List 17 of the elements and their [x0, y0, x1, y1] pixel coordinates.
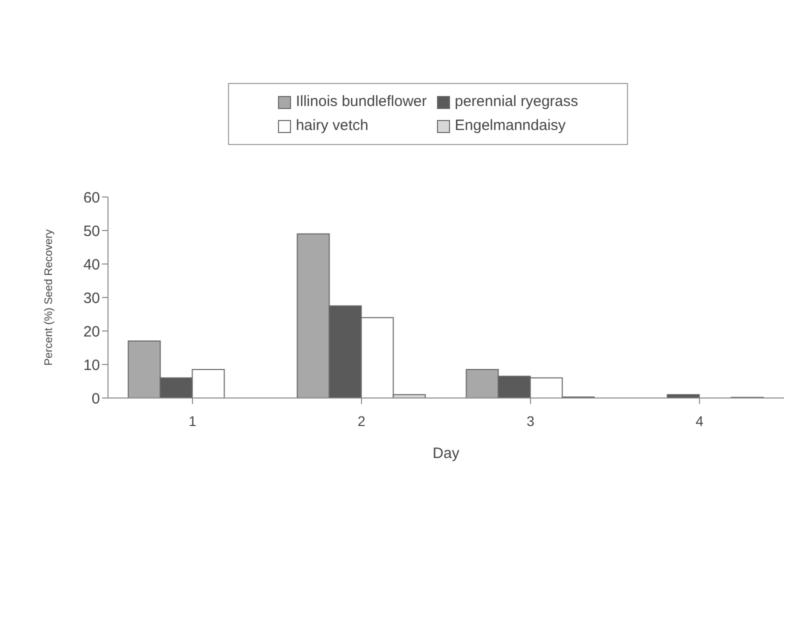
y-tick-label: 50 [83, 222, 100, 240]
x-tick-label: 1 [188, 412, 197, 429]
y-tick-label: 30 [83, 290, 100, 307]
legend-label: Engelmanndaisy [454, 116, 566, 136]
x-tick-label: 3 [526, 412, 535, 429]
y-axis-title: Percent (%) Seed Recovery [42, 228, 55, 366]
x-axis-title: Day [432, 445, 460, 462]
y-tick-label: 10 [83, 356, 100, 374]
legend-label: perennial ryegrass [454, 92, 578, 112]
legend-label: Illinois bundleflower [296, 92, 427, 112]
x-tick-label: 2 [358, 412, 366, 429]
y-tick-label: 0 [92, 390, 100, 408]
x-tick-label: 4 [696, 412, 704, 429]
y-tick-label: 60 [83, 189, 100, 206]
y-tick-label: 20 [83, 323, 100, 340]
y-tick-label: 40 [83, 256, 100, 274]
legend-label: hairy vetch [296, 116, 368, 136]
